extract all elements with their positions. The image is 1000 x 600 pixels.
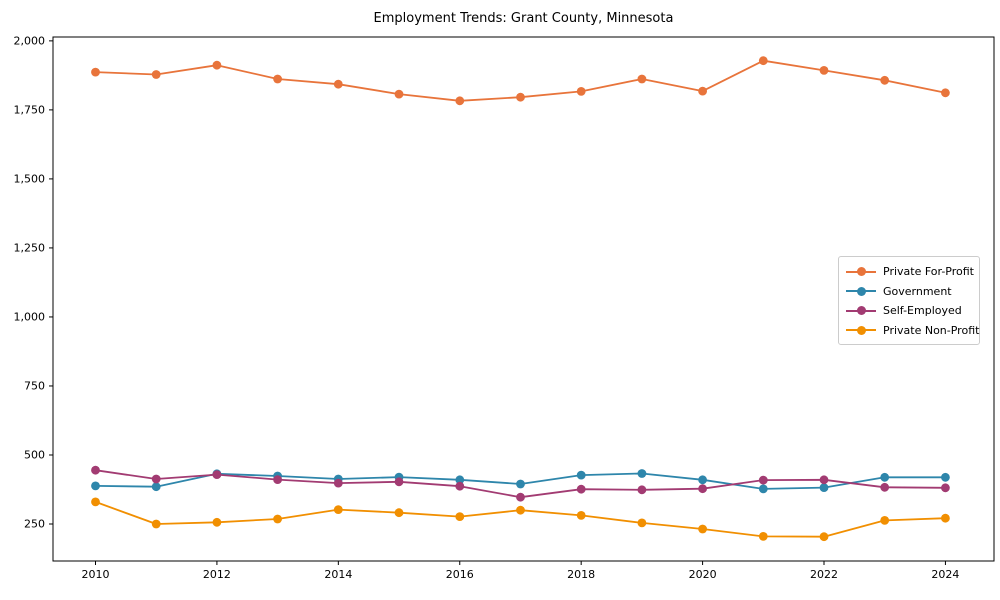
data-point-marker [273,74,282,84]
data-point-marker [576,484,586,494]
legend-item: Private Non-Profit [846,321,979,341]
y-axis-tick-label: 2,000 [14,34,46,47]
data-point-marker [758,56,768,66]
data-point-marker [637,469,647,478]
data-point-marker [941,472,950,482]
data-point-marker [637,518,647,528]
data-point-marker [576,87,586,96]
legend-line-marker-icon [846,267,876,277]
data-point-marker [516,492,525,502]
data-point-marker [516,505,525,515]
data-point-marker [758,532,768,541]
data-point-marker [151,474,161,484]
x-axis-tick-label: 2024 [931,568,959,581]
legend-item: Government [846,282,972,302]
data-point-marker [698,86,707,96]
data-point-marker [394,508,404,518]
data-point-marker [576,470,586,480]
x-axis-tick-label: 2014 [324,568,352,581]
data-point-marker [758,475,768,485]
data-point-marker [273,475,282,484]
x-axis-tick-label: 2020 [689,568,717,581]
y-axis-tick-label: 250 [24,518,45,531]
legend-line-marker-icon [846,306,876,316]
data-point-marker [151,70,161,79]
legend-label: Private Non-Profit [883,323,980,337]
data-point-marker [637,485,647,495]
y-axis-tick-label: 1,250 [14,241,46,254]
data-point-marker [333,79,343,89]
data-point-marker [880,516,890,525]
legend-line-marker-icon [846,325,876,335]
y-axis-tick-label: 1,000 [14,310,46,323]
y-axis-tick-label: 1,750 [14,103,46,116]
data-point-marker [91,481,100,491]
legend-line-marker-icon [846,286,876,296]
data-point-marker [455,96,465,106]
data-point-marker [212,517,222,527]
legend-label: Government [883,284,952,298]
legend-item: Self-Employed [846,301,972,321]
data-point-marker [91,465,100,475]
legend: Private For-Profit Government Self-Employe… [838,256,980,345]
data-point-marker [516,479,525,489]
data-point-marker [273,514,282,524]
data-point-marker [819,532,829,542]
data-point-marker [698,475,707,485]
data-point-marker [819,483,829,492]
data-point-marker [333,505,343,514]
x-axis-tick-label: 2018 [567,568,595,581]
x-axis-tick-label: 2010 [81,568,109,581]
data-point-marker [758,484,768,494]
x-axis-tick-label: 2016 [446,568,474,581]
data-point-marker [151,519,161,529]
legend-label: Private For-Profit [883,265,974,279]
data-point-marker [455,475,465,485]
data-point-marker [880,472,890,482]
data-point-marker [819,475,829,485]
data-point-marker [941,483,950,493]
data-point-marker [151,482,161,492]
chart-title: Employment Trends: Grant County, Minneso… [373,11,674,26]
data-point-marker [455,512,465,521]
data-point-marker [212,470,222,479]
x-axis-tick-label: 2022 [810,568,838,581]
data-point-marker [333,478,343,488]
data-point-marker [819,66,829,75]
data-point-marker [637,74,647,84]
data-point-marker [516,92,525,102]
data-point-marker [698,484,707,494]
data-point-marker [698,524,707,534]
data-point-marker [455,481,465,491]
data-point-marker [212,60,222,70]
data-point-marker [576,511,586,520]
y-axis-tick-label: 500 [24,448,45,461]
y-axis-tick-label: 750 [24,379,45,392]
data-point-marker [941,513,950,523]
data-point-marker [941,88,950,98]
data-point-marker [91,497,100,507]
data-point-marker [91,67,100,77]
data-point-marker [880,482,890,492]
legend-label: Self-Employed [883,304,962,318]
x-axis-tick-label: 2012 [203,568,231,581]
data-point-marker [394,89,404,99]
data-point-marker [880,75,890,85]
data-point-marker [394,477,404,487]
y-axis-tick-label: 1,500 [14,172,46,185]
axes-spines [52,36,995,562]
legend-item: Private For-Profit [846,262,974,282]
